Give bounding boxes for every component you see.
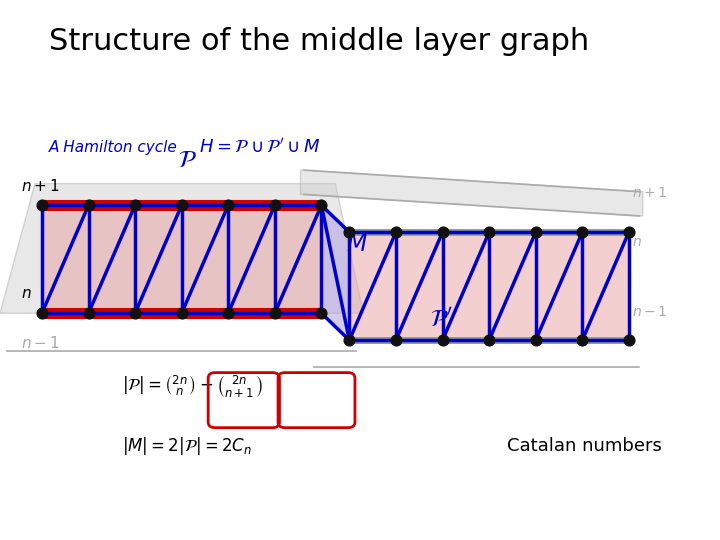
Text: $n+1$: $n+1$ bbox=[21, 178, 60, 194]
Point bbox=[222, 309, 234, 318]
Point bbox=[483, 228, 495, 237]
Point bbox=[83, 309, 94, 318]
Polygon shape bbox=[300, 170, 643, 216]
Point bbox=[343, 228, 355, 237]
Polygon shape bbox=[321, 205, 349, 340]
Point bbox=[530, 228, 541, 237]
Text: $|M| = 2|\mathcal{P}| = 2C_n$: $|M| = 2|\mathcal{P}| = 2C_n$ bbox=[122, 435, 252, 457]
Point bbox=[269, 201, 281, 210]
Text: $\mathcal{P}$: $\mathcal{P}$ bbox=[178, 148, 197, 172]
Point bbox=[176, 309, 187, 318]
Point bbox=[483, 336, 495, 345]
Point bbox=[577, 336, 588, 345]
Text: $n+1$: $n+1$ bbox=[632, 186, 667, 200]
Point bbox=[130, 201, 141, 210]
Text: $M$: $M$ bbox=[346, 232, 368, 256]
Point bbox=[437, 228, 449, 237]
Point bbox=[530, 336, 541, 345]
Polygon shape bbox=[0, 184, 364, 313]
Text: $n$: $n$ bbox=[21, 286, 32, 301]
Text: $n$: $n$ bbox=[632, 235, 642, 249]
Point bbox=[36, 201, 48, 210]
Point bbox=[130, 309, 141, 318]
Point bbox=[176, 201, 187, 210]
Point bbox=[623, 336, 634, 345]
Text: $|\mathcal{P}| = \binom{2n}{n} - \binom{2n}{n+1}$: $|\mathcal{P}| = \binom{2n}{n} - \binom{… bbox=[122, 374, 264, 400]
Text: Catalan numbers: Catalan numbers bbox=[507, 437, 662, 455]
Point bbox=[269, 309, 281, 318]
Point bbox=[577, 228, 588, 237]
Point bbox=[390, 228, 402, 237]
Point bbox=[623, 228, 634, 237]
Point bbox=[315, 309, 327, 318]
Point bbox=[343, 336, 355, 345]
Point bbox=[83, 201, 94, 210]
Point bbox=[390, 336, 402, 345]
Point bbox=[437, 336, 449, 345]
Point bbox=[315, 201, 327, 210]
Text: $H = \mathcal{P} \cup \mathcal{P}' \cup M$: $H = \mathcal{P} \cup \mathcal{P}' \cup … bbox=[199, 137, 320, 156]
Text: Structure of the middle layer graph: Structure of the middle layer graph bbox=[49, 27, 589, 56]
Text: $n-1$: $n-1$ bbox=[632, 305, 667, 319]
Point bbox=[222, 201, 234, 210]
Polygon shape bbox=[42, 205, 321, 313]
Point bbox=[36, 309, 48, 318]
Text: A Hamilton cycle: A Hamilton cycle bbox=[49, 140, 178, 156]
Text: $\mathcal{P}'$: $\mathcal{P}'$ bbox=[430, 308, 452, 332]
Text: $n-1$: $n-1$ bbox=[21, 335, 60, 352]
Polygon shape bbox=[349, 232, 629, 340]
